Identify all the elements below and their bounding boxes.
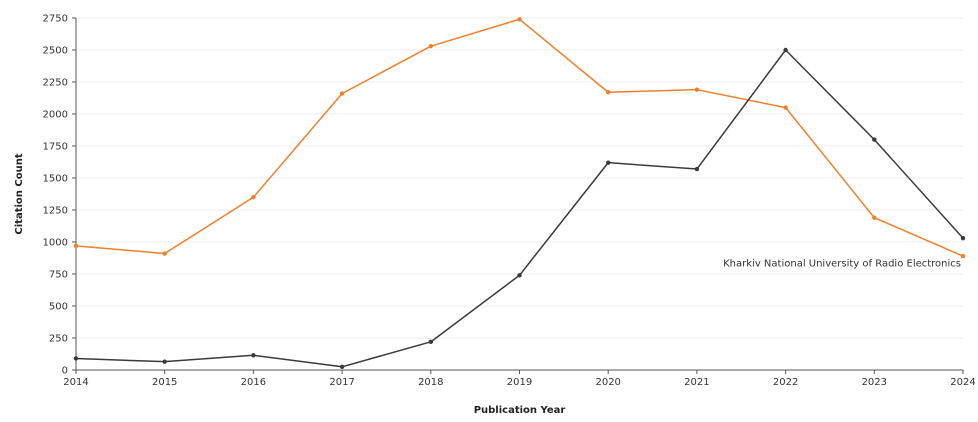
axes [75, 18, 963, 371]
data-point [73, 356, 79, 361]
data-point [428, 43, 433, 49]
data-point [339, 364, 345, 369]
data-point [783, 105, 788, 110]
x-tick-label: 2015 [152, 377, 177, 388]
y-tick-label: 0 [62, 366, 68, 377]
data-point [517, 273, 522, 278]
y-tick-label: 500 [49, 302, 68, 313]
data-point [694, 87, 700, 92]
y-tick-label: 2750 [43, 14, 68, 25]
data-point [872, 137, 877, 142]
x-tick-label: 2020 [595, 377, 620, 388]
y-tick-label: 1250 [43, 206, 68, 217]
y-tick-label: 2250 [43, 78, 68, 89]
y-tick-label: 2500 [43, 46, 68, 57]
x-tick-label: 2021 [684, 377, 709, 388]
data-point [73, 243, 79, 249]
data-point [251, 195, 256, 200]
series-annotation: Kharkiv National University of Radio Ele… [723, 258, 961, 269]
x-tick-label: 2022 [773, 377, 798, 388]
y-tick-label: 1000 [43, 238, 68, 249]
series-line-1 [75, 18, 964, 257]
y-tick-label: 1500 [43, 174, 68, 185]
x-axis-title: Publication Year [474, 405, 566, 416]
annotations: Kharkiv National University of Radio Ele… [723, 258, 961, 269]
data-point [960, 253, 966, 259]
x-tick-labels: 2014 2015 2016 2017 2018 2019 2020 2021 2022 2023… [63, 370, 976, 388]
data-point [872, 215, 877, 220]
data-point [517, 17, 522, 22]
x-tick-label: 2023 [862, 377, 887, 388]
x-tick-label: 2024 [950, 377, 975, 388]
y-tick-label: 750 [49, 270, 68, 281]
x-tick-label: 2014 [63, 377, 88, 388]
data-point [960, 235, 966, 241]
data-point [694, 166, 700, 172]
y-tick-label: 1750 [43, 142, 68, 153]
data-point [428, 339, 433, 345]
y-tick-label: 250 [49, 334, 68, 345]
x-tick-label: 2019 [507, 377, 532, 388]
data-point [783, 47, 788, 53]
series-lines [73, 17, 966, 369]
data-point [251, 353, 256, 358]
y-tick-labels: 0 250 500 750 1000 1250 1500 1750 2000 2250 2500 27… [43, 14, 76, 377]
y-axis-title: Citation Count [14, 153, 25, 234]
grid-lines [76, 17, 963, 339]
data-point [162, 251, 167, 256]
x-tick-label: 2016 [241, 377, 266, 388]
x-tick-label: 2017 [329, 377, 354, 388]
y-tick-label: 2000 [43, 110, 68, 121]
data-point [339, 91, 345, 96]
data-point [606, 160, 611, 165]
data-point [606, 90, 611, 95]
x-tick-label: 2018 [418, 377, 443, 388]
data-point [162, 359, 167, 364]
series-line-2 [75, 49, 964, 368]
